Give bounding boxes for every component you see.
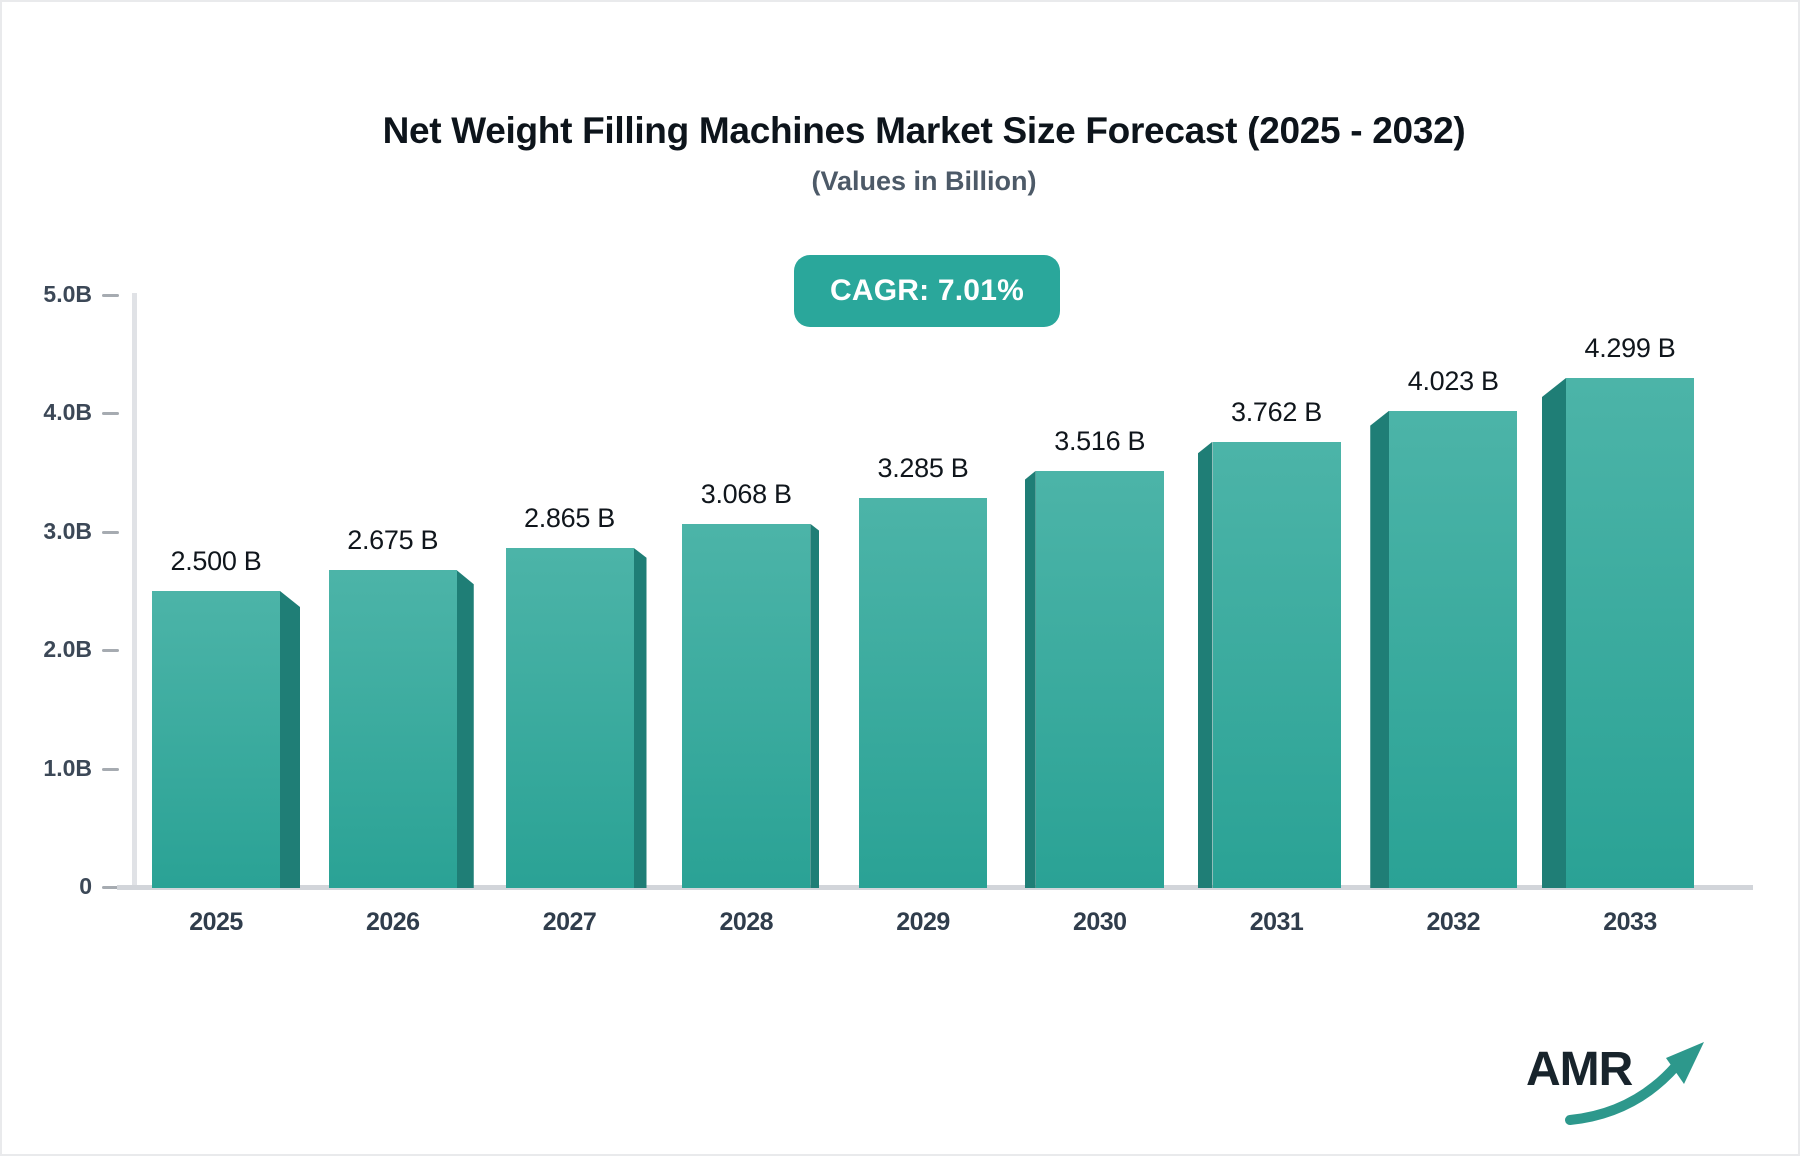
- y-axis-tick-label: 4.0B: [43, 399, 92, 426]
- bar-value-label: 4.299 B: [1584, 332, 1676, 363]
- x-axis-label-2026: 2026: [365, 908, 420, 936]
- x-axis-label-2029: 2029: [896, 908, 950, 936]
- bar-3d-side-2026: [456, 570, 474, 888]
- bar-2029: [859, 498, 987, 888]
- x-axis-label-2032: 2032: [1426, 908, 1481, 936]
- bar-2028: [682, 523, 811, 888]
- bar-value-label: 3.068 B: [700, 478, 792, 509]
- y-axis-line: [132, 293, 137, 890]
- x-axis-label-2031: 2031: [1249, 908, 1304, 936]
- y-axis-tick-label: 2.0B: [43, 636, 92, 663]
- bar-value-label: 3.516 B: [1054, 425, 1146, 456]
- bar-2033: [1566, 377, 1694, 888]
- bar-value-label: 2.675 B: [347, 525, 439, 556]
- x-axis-label-2028: 2028: [719, 908, 774, 936]
- y-axis-tick-mark: [102, 530, 119, 534]
- bar-3d-side-2032: [1370, 410, 1390, 888]
- bar-2030: [1035, 470, 1164, 888]
- bar-3d-side-2033: [1542, 377, 1566, 888]
- y-axis-tick-mark: [102, 412, 119, 416]
- chart-title: Net Weight Filling Machines Market Size …: [382, 110, 1466, 151]
- bar-2031: [1212, 441, 1341, 888]
- bar-3d-side-2028: [810, 523, 820, 888]
- bar-3d-side-2030: [1024, 470, 1036, 888]
- bar-value-label: 4.023 B: [1407, 365, 1499, 396]
- bar-3d-side-2025: [280, 591, 300, 888]
- bar-2026: [328, 570, 457, 888]
- x-axis-label-2030: 2030: [1072, 908, 1127, 936]
- cagr-badge: CAGR: 7.01%: [794, 255, 1060, 327]
- amr-logo: AMR: [1526, 1038, 1736, 1138]
- y-axis-tick-mark: [102, 767, 119, 771]
- bar-3d-side-2027: [633, 547, 647, 888]
- x-axis-label-2027: 2027: [542, 908, 597, 936]
- y-axis-tick-mark: [102, 294, 119, 297]
- y-axis-tick-label: 0: [79, 873, 92, 899]
- amr-logo-text: AMR: [1526, 1043, 1633, 1096]
- bar-2032: [1389, 410, 1518, 888]
- bar-2025: [152, 591, 280, 888]
- bar-value-label: 3.762 B: [1231, 396, 1322, 427]
- y-axis-tick-label: 5.0B: [43, 281, 92, 307]
- bar-3d-side-2031: [1197, 441, 1213, 888]
- y-axis-tick-label: 3.0B: [43, 517, 92, 544]
- x-axis-label-2033: 2033: [1603, 908, 1657, 936]
- chart-subtitle: (Values in Billion): [811, 166, 1037, 196]
- y-axis-tick-label: 1.0B: [43, 754, 92, 781]
- y-axis-tick-mark: [102, 886, 119, 889]
- x-axis-label-2025: 2025: [189, 908, 243, 936]
- bar-value-label: 2.500 B: [170, 546, 262, 576]
- trend-up-arrow-icon: [1565, 1042, 1704, 1125]
- bar-value-label: 2.865 B: [524, 502, 615, 533]
- bar-value-label: 3.285 B: [877, 453, 969, 484]
- y-axis-tick-mark: [102, 649, 119, 653]
- bar-2027: [505, 547, 634, 888]
